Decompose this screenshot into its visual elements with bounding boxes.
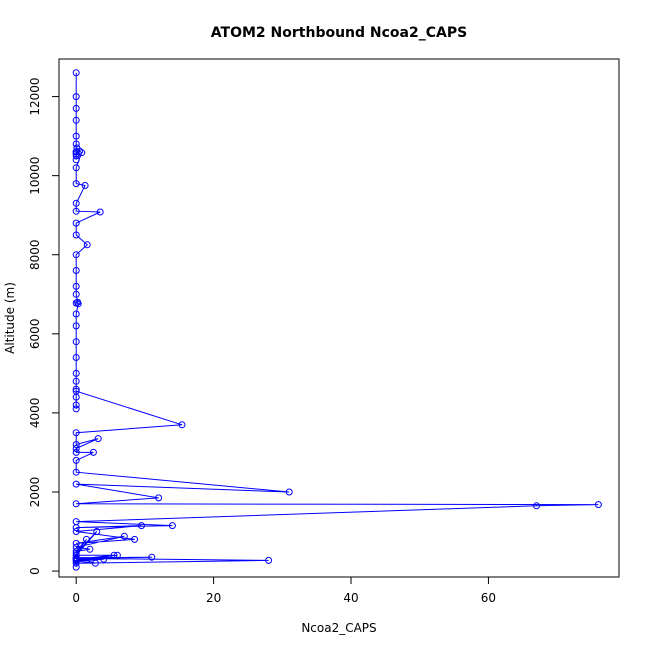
data-point [96,208,104,216]
data-point [72,480,80,488]
data-point [83,535,90,543]
data-point [72,180,80,188]
data-point [72,429,80,437]
data-point [72,322,80,330]
data-point [72,554,80,562]
data-point [72,116,80,124]
data-point [72,290,80,298]
data-point [155,494,163,502]
data-point [72,456,80,464]
chart-title: ATOM2 Northbound Ncoa2_CAPS [211,25,467,41]
y-tick-label: 2000 [28,477,42,508]
data-point [94,435,102,443]
y-tick-label: 6000 [28,319,42,350]
data-point [285,488,293,496]
y-tick-label: 0 [28,567,42,575]
x-tick-label: 20 [206,591,221,605]
data-point [265,556,273,564]
data-point [72,448,80,456]
data-point [148,553,156,561]
x-tick-label: 40 [343,591,358,605]
y-tick-label: 8000 [28,239,42,270]
data-point [81,182,89,189]
data-point [72,132,80,140]
data-point [72,164,80,172]
data-point [72,405,80,413]
y-tick-label: 4000 [28,398,42,429]
y-axis-title: Altitude (m) [3,282,17,354]
data-point [72,267,80,274]
y-tick-label: 12000 [28,77,42,115]
data-point [72,219,80,227]
data-point [72,500,80,508]
data-point [89,448,97,456]
data-point [110,551,118,559]
data-point [533,502,540,510]
data-point [72,539,80,547]
y-axis: 0 2000 4000 6000 8000 10000 12000 [28,77,60,575]
data-point [72,199,80,207]
x-axis: 0 20 40 60 [72,576,496,605]
data-point [72,387,80,395]
x-tick-label: 60 [481,591,496,605]
data-point [74,300,82,308]
data-point [100,555,108,563]
data-point [72,354,80,361]
data-point [178,421,186,429]
x-tick-label: 0 [72,591,80,605]
data-point [93,528,101,535]
data-point [83,241,91,249]
data-point [91,559,99,567]
data-point [72,338,80,346]
data-point [72,441,80,448]
series-line [74,72,599,568]
data-point [72,69,80,77]
data-point [72,377,80,385]
data-point [72,369,80,377]
data-point [72,207,80,215]
data-point [138,522,145,530]
data-point [72,93,80,101]
data-point [72,468,80,476]
data-point [72,524,80,532]
series-layer [72,69,602,571]
data-point [86,545,94,553]
data-point [72,385,80,393]
data-point [72,445,80,452]
data-point [72,528,80,535]
data-point [72,251,80,259]
data-point [72,152,80,160]
y-tick-label: 10000 [28,157,42,195]
data-point [72,563,80,571]
data-point [120,532,128,540]
data-point [78,149,86,157]
data-point [594,501,602,509]
data-point [76,147,84,155]
x-axis-title: Ncoa2_CAPS [301,621,376,635]
data-point [168,522,176,530]
data-point [72,140,80,148]
data-point [72,559,80,567]
data-point [72,310,80,318]
data-point [131,535,139,543]
data-point [72,282,80,290]
data-point [72,401,80,409]
data-point [72,231,80,239]
data-point [72,104,80,112]
data-point [113,551,121,559]
